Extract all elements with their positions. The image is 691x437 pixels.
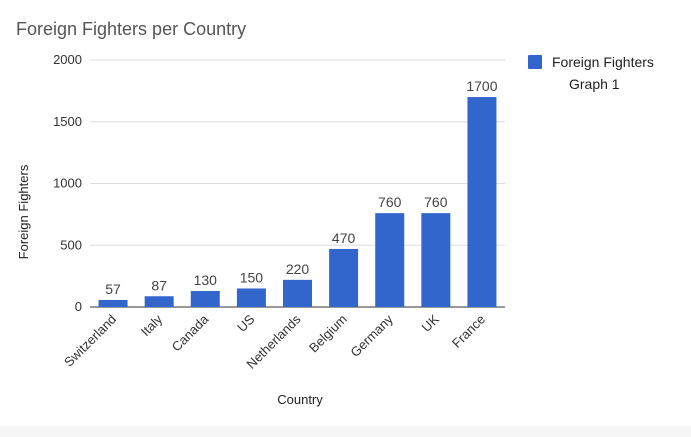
bar: [236, 288, 266, 307]
data-label: 760: [424, 194, 448, 210]
bar: [329, 248, 359, 307]
legend-label: Foreign Fighters Graph 1: [552, 54, 654, 92]
legend: Foreign Fighters Graph 1: [528, 54, 654, 92]
y-tick-label: 1000: [53, 176, 82, 191]
bar: [144, 296, 174, 307]
bar: [190, 290, 220, 307]
legend-label-line-1: Foreign Fighters: [552, 54, 654, 70]
data-label: 760: [378, 194, 402, 210]
data-label: 470: [332, 230, 356, 246]
bar: [421, 213, 451, 307]
y-tick-label: 1500: [53, 114, 82, 129]
data-label: 130: [194, 272, 218, 288]
data-label: 220: [286, 261, 310, 277]
y-tick-label: 500: [60, 237, 82, 252]
chart-title: Foreign Fighters per Country: [16, 19, 246, 39]
y-tick-label: 2000: [53, 52, 82, 67]
footer-band: [0, 426, 691, 437]
bar-layer: [98, 97, 497, 307]
x-axis-title: Country: [277, 392, 323, 407]
label-layer: 57 87 130 150 220 470 760 760 1700: [105, 78, 497, 297]
bar: [283, 279, 312, 307]
legend-label-line-2: Graph 1: [569, 76, 620, 92]
data-label: 87: [151, 277, 167, 293]
data-label: 1700: [466, 78, 497, 94]
y-axis-title: Foreign Fighters: [16, 164, 31, 259]
data-label: 150: [240, 269, 264, 285]
bar: [98, 299, 128, 307]
bar: [467, 97, 497, 307]
bar: [375, 213, 405, 307]
data-label: 57: [105, 281, 121, 297]
y-tick-label: 0: [75, 299, 82, 314]
legend-swatch: [528, 55, 542, 69]
